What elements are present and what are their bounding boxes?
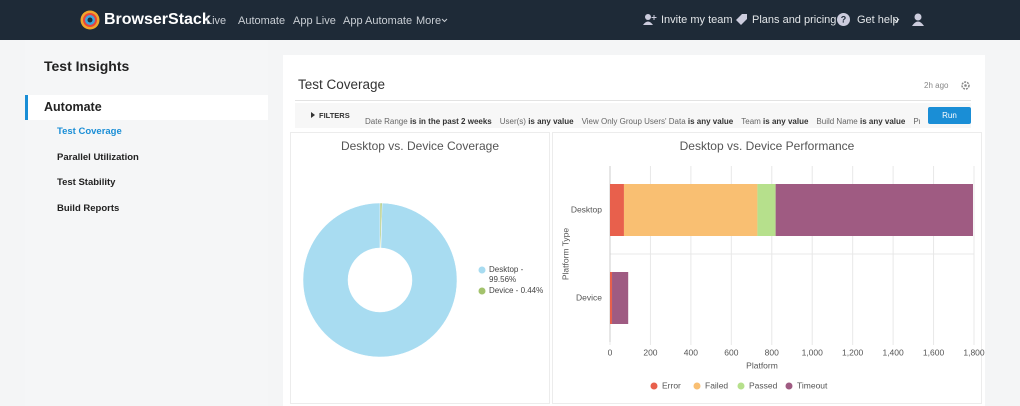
filter[interactable]: Date Range is in the past 2 weeks — [365, 117, 492, 126]
y-tick-label: Desktop — [571, 204, 602, 214]
legend-label: Timeout — [797, 380, 828, 390]
user-icon[interactable] — [912, 13, 924, 26]
legend-swatch — [478, 287, 486, 295]
nav-link[interactable]: Automate — [238, 15, 286, 27]
sidebar-item[interactable]: Test Coverage — [57, 126, 122, 137]
filter-name: Team — [741, 117, 761, 126]
x-tick-label: 1,400 — [882, 347, 904, 357]
sidebar-item[interactable]: Parallel Utilization — [57, 151, 139, 163]
filter-op: is any value — [528, 117, 574, 126]
updated: 2h ago — [924, 81, 949, 90]
pricing-link[interactable]: Plans and pricing — [752, 14, 837, 26]
filter[interactable]: Project is any value — [913, 117, 920, 126]
filter[interactable]: Build Name is any value — [816, 117, 905, 126]
bar-segment — [623, 184, 758, 236]
legend-swatch — [650, 382, 658, 390]
chart-title: Desktop vs. Device Performance — [680, 139, 855, 153]
x-tick-label: 1,200 — [842, 347, 864, 357]
legend-swatch — [478, 266, 486, 274]
tag-icon — [736, 14, 747, 25]
bar-card — [552, 132, 982, 404]
sidebar-title: Test Insights — [44, 58, 130, 74]
filter-name: User(s) — [499, 117, 526, 126]
filter-name: Project — [913, 117, 920, 126]
x-tick-label: 800 — [765, 347, 779, 357]
invite-link[interactable]: Invite my team — [661, 14, 733, 26]
filter-op: is in the past 2 weeks — [409, 117, 492, 126]
legend-label: Passed — [749, 380, 778, 390]
help-link[interactable]: Get help — [857, 14, 899, 26]
brand[interactable]: BrowserStack — [104, 11, 211, 28]
divider — [295, 100, 971, 101]
x-tick-label: 1,800 — [963, 347, 985, 357]
chevron — [441, 18, 448, 23]
filter-bar — [295, 103, 971, 128]
svg-text:?: ? — [841, 14, 847, 24]
x-tick-label: 200 — [643, 347, 657, 357]
sidebar: Test Insights Automate Test Coverage Para… — [25, 40, 268, 406]
nav-link[interactable]: App Live — [293, 15, 336, 27]
settings-icon[interactable] — [960, 80, 971, 91]
nav-link[interactable]: More — [416, 15, 442, 27]
run-button[interactable]: Run — [928, 107, 971, 124]
caret — [311, 112, 315, 118]
legend-swatch — [737, 382, 745, 390]
y-axis-label: Platform Type — [560, 228, 570, 281]
bar-segment — [610, 272, 613, 324]
x-tick-label: 400 — [684, 347, 698, 357]
bar-segment — [757, 184, 776, 236]
x-tick-label: 1,600 — [923, 347, 945, 357]
logo — [80, 10, 100, 30]
filter-name: Date Range — [365, 117, 408, 126]
legend-label: Desktop - 99.56% — [489, 265, 524, 284]
bar-segment — [612, 272, 629, 324]
help-icon: ? — [837, 13, 850, 26]
filter-op: is any value — [687, 117, 734, 126]
sidebar-item[interactable]: Build Reports — [57, 202, 120, 214]
chevron — [893, 18, 900, 23]
legend-swatch — [785, 382, 793, 390]
section-row[interactable] — [25, 95, 268, 120]
pie-slice — [302, 202, 458, 358]
filter-op: is any value — [763, 117, 809, 126]
y-tick-label: Device — [576, 292, 602, 302]
report-title: Test Coverage — [298, 77, 386, 92]
legend-label: Error — [662, 380, 681, 390]
filter-name: Build Name — [816, 117, 858, 126]
sidebar-item[interactable]: Test Stability — [57, 177, 116, 188]
nav-link[interactable]: Live — [206, 15, 227, 27]
x-tick-label: 600 — [724, 347, 738, 357]
legend-swatch — [693, 382, 701, 390]
legend-label: Device - 0.44% — [489, 286, 544, 295]
top-nav: BrowserStack Live Automate App Live App … — [0, 0, 1020, 40]
filters-label[interactable]: FILTERS — [319, 111, 350, 120]
filter[interactable]: View Only Group Users' Data is any value — [582, 117, 734, 126]
x-tick-label: 0 — [608, 347, 613, 357]
legend-label: Failed — [705, 380, 728, 390]
chart-title: Desktop vs. Device Coverage — [341, 139, 499, 153]
filters: Date Range is in the past 2 weeks User(s)… — [365, 111, 920, 129]
section-label[interactable]: Automate — [44, 100, 102, 114]
x-tick-label: 1,000 — [802, 347, 824, 357]
filter-name: View Only Group Users' Data — [581, 117, 686, 126]
bar-segment — [610, 184, 624, 236]
invite-icon — [643, 14, 657, 25]
filter-op: is any value — [860, 117, 906, 126]
bar-segment — [775, 184, 973, 236]
nav-link[interactable]: App Automate — [343, 15, 413, 27]
filter[interactable]: Team is any value — [741, 117, 808, 126]
filter[interactable]: User(s) is any value — [500, 117, 574, 126]
x-axis-label: Platform — [746, 360, 778, 370]
